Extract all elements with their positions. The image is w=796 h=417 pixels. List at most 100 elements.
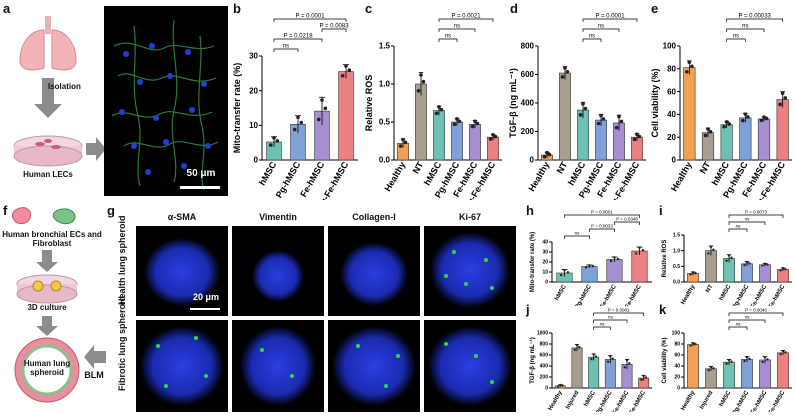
scheme-f: Human bronchial ECs and Fibroblast 3D cu… [0,204,104,412]
data-point [761,264,764,267]
significance-label: ns [733,34,739,40]
category-label: Fe-hMSC [612,389,631,412]
category-label: hMSC [554,283,568,301]
significance-label: ns [283,44,289,50]
data-point [596,121,601,126]
data-point [473,119,477,124]
category-label: Healthy [382,160,407,193]
scale-bar [180,186,220,189]
data-point [712,248,715,251]
y-axis-label: Relative ROS [364,75,374,132]
bar [487,136,499,161]
data-point [766,263,769,266]
category-label: Fe-hMSC [600,283,619,306]
arrow-down-icon [34,78,62,118]
significance-bracket [582,18,638,22]
significance-label: ns [575,231,581,236]
significance-bracket [728,312,784,316]
data-point [452,122,457,127]
data-point [275,139,280,143]
y-tick-label: 600 [540,353,549,359]
panel-letter-a: a [3,1,11,16]
significance-label: P = 0.0021 [451,14,481,20]
data-point [763,356,767,359]
data-point [292,127,297,132]
data-point [743,263,746,267]
significance-bracket [273,48,299,52]
data-point [764,116,769,121]
y-tick-label: 40 [674,364,680,370]
micrograph-a-image [104,6,228,196]
y-tick-label: 40 [542,240,548,246]
category-label: hMSC [583,389,597,407]
data-point [563,269,566,272]
category-label: Pg-hMSC [732,283,751,306]
data-point [561,384,564,387]
bar [631,250,648,283]
category-label: hMSC [719,283,733,301]
data-point [591,265,595,268]
data-point [640,378,643,381]
scheme-a-drawing [13,16,83,167]
arrow-left-icon [84,345,106,369]
data-point [616,257,620,261]
data-point [609,259,613,263]
y-tick-label: 400 [540,364,549,370]
data-point [779,352,782,356]
data-point [323,106,328,111]
data-point [635,132,639,137]
bar [705,368,717,389]
col-head-0: α-SMA [167,212,197,222]
data-point [632,137,637,142]
category-label: Healthy [548,389,564,411]
data-point [766,358,769,361]
data-point [416,89,421,93]
y-tick-label: 0.5 [673,264,680,270]
data-point [634,252,638,255]
data-point [296,115,300,120]
data-point [599,113,603,118]
micrograph-grid-g: 20 μm [136,226,516,412]
significance-bracket [273,18,347,22]
significance-label: ns [598,24,604,30]
data-point [563,66,567,70]
data-point [748,262,751,265]
significance-label: ns [600,322,606,327]
data-point [419,73,423,77]
y-tick-label: 400 [521,99,535,108]
scale-bar-label-a: 50 μm [186,168,216,179]
bar [739,117,752,161]
significance-label: P = 0.0073 [745,210,767,215]
significance-bracket [728,214,784,218]
significance-bracket [728,221,766,225]
category-label: Pg-hMSC [595,389,614,412]
category-label: Injured [565,390,580,411]
data-point [625,359,629,362]
bar [559,72,571,161]
y-tick-label: 0 [677,386,680,392]
data-point [457,119,462,124]
data-point [434,111,439,116]
y-tick-label: 0 [545,386,548,392]
y-tick-label: 20 [542,260,548,266]
data-point [781,349,785,353]
y-tick-label: 0 [672,156,677,165]
data-point [722,124,726,129]
y-tick-label: 100 [672,331,681,337]
scheme-f-result: Human lung spheroid [23,359,71,377]
category-label: Healthy [669,160,694,193]
y-tick-label: 200 [540,375,549,381]
significance-bracket [726,38,746,42]
data-point [690,64,694,69]
scheme-f-source: Human bronchial ECs and Fibroblast [2,230,102,248]
data-point [320,98,324,102]
significance-label: ns [589,34,595,40]
y-tick-label: 60 [674,353,680,359]
chart-j: TGF-β (ng mL⁻¹) 0 200 400 600 800 1000 Healthy I… [529,308,652,412]
significance-bracket [321,28,347,32]
data-point [727,358,731,362]
data-point [588,264,591,267]
panel-letter-d: d [510,1,518,16]
data-point [583,106,588,111]
panel-letter-g: g [107,203,115,218]
